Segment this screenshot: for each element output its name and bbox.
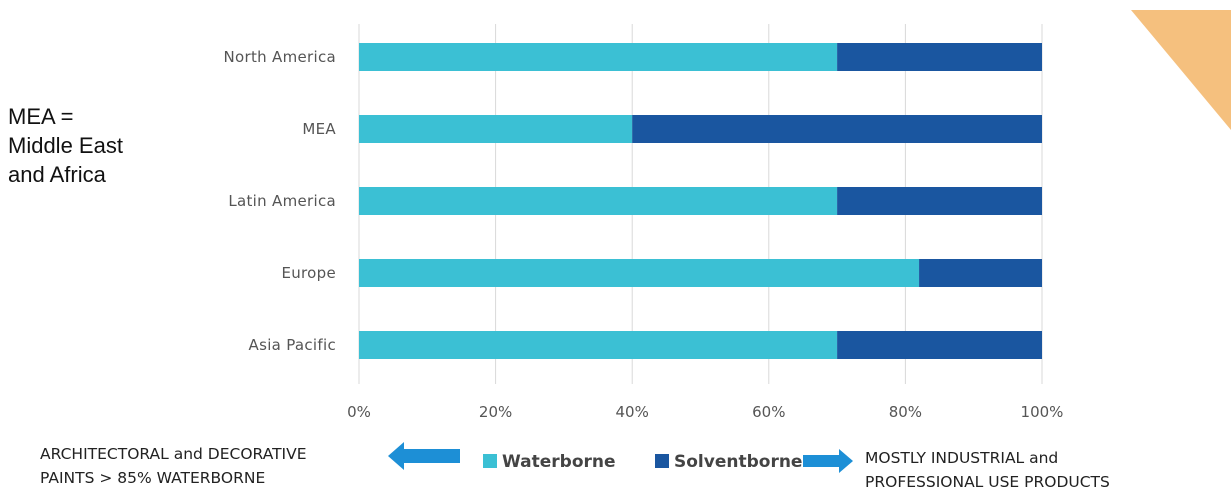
mea-note-line: and Africa [8, 162, 106, 187]
category-labels: North America MEA Latin America Europe Asia … [224, 48, 337, 354]
legend-label: Solventborne [674, 452, 802, 472]
category-label: Europe [281, 264, 336, 282]
category-label: Latin America [228, 192, 336, 210]
x-tick-label: 40% [616, 403, 649, 421]
bar-waterborne [359, 115, 633, 143]
arrow-left-icon [388, 442, 460, 470]
bar-solventborne [919, 259, 1042, 287]
x-tick-label: 60% [752, 403, 785, 421]
legend-swatch [483, 454, 497, 468]
chart-legend: Waterborne Solventborne [483, 452, 802, 472]
note-line: PROFESSIONAL USE PRODUCTS [865, 473, 1110, 491]
legend-swatch [655, 454, 669, 468]
bar-waterborne [359, 331, 838, 359]
industrial-products-note: MOSTLY INDUSTRIAL and PROFESSIONAL USE P… [865, 446, 1110, 494]
legend-label: Waterborne [502, 452, 616, 472]
x-tick-label: 80% [889, 403, 922, 421]
x-tick-label: 20% [479, 403, 512, 421]
category-label: North America [224, 48, 337, 66]
note-line: ARCHITECTORAL and DECORATIVE [40, 445, 307, 463]
bar-solventborne [632, 115, 1042, 143]
bar-waterborne [359, 187, 838, 215]
x-tick-label: 0% [347, 403, 371, 421]
arrow-right-icon [803, 449, 853, 473]
bar-solventborne [837, 187, 1042, 215]
mea-note-line: MEA = [8, 104, 74, 129]
chart-bars [359, 43, 1042, 359]
note-line: MOSTLY INDUSTRIAL and [865, 449, 1059, 467]
note-line: PAINTS > 85% WATERBORNE [40, 469, 266, 487]
bar-solventborne [837, 43, 1042, 71]
x-tick-label: 100% [1021, 403, 1064, 421]
architectural-paints-note: ARCHITECTORAL and DECORATIVE PAINTS > 85… [40, 442, 307, 490]
x-axis-tick-labels: 0% 20% 40% 60% 80% 100% [347, 403, 1063, 421]
bar-waterborne [359, 43, 838, 71]
bar-solventborne [837, 331, 1042, 359]
bar-waterborne [359, 259, 920, 287]
mea-definition-note: MEA = Middle East and Africa [8, 102, 198, 189]
category-label: MEA [302, 120, 336, 138]
mea-note-line: Middle East [8, 133, 123, 158]
category-label: Asia Pacific [249, 336, 336, 354]
